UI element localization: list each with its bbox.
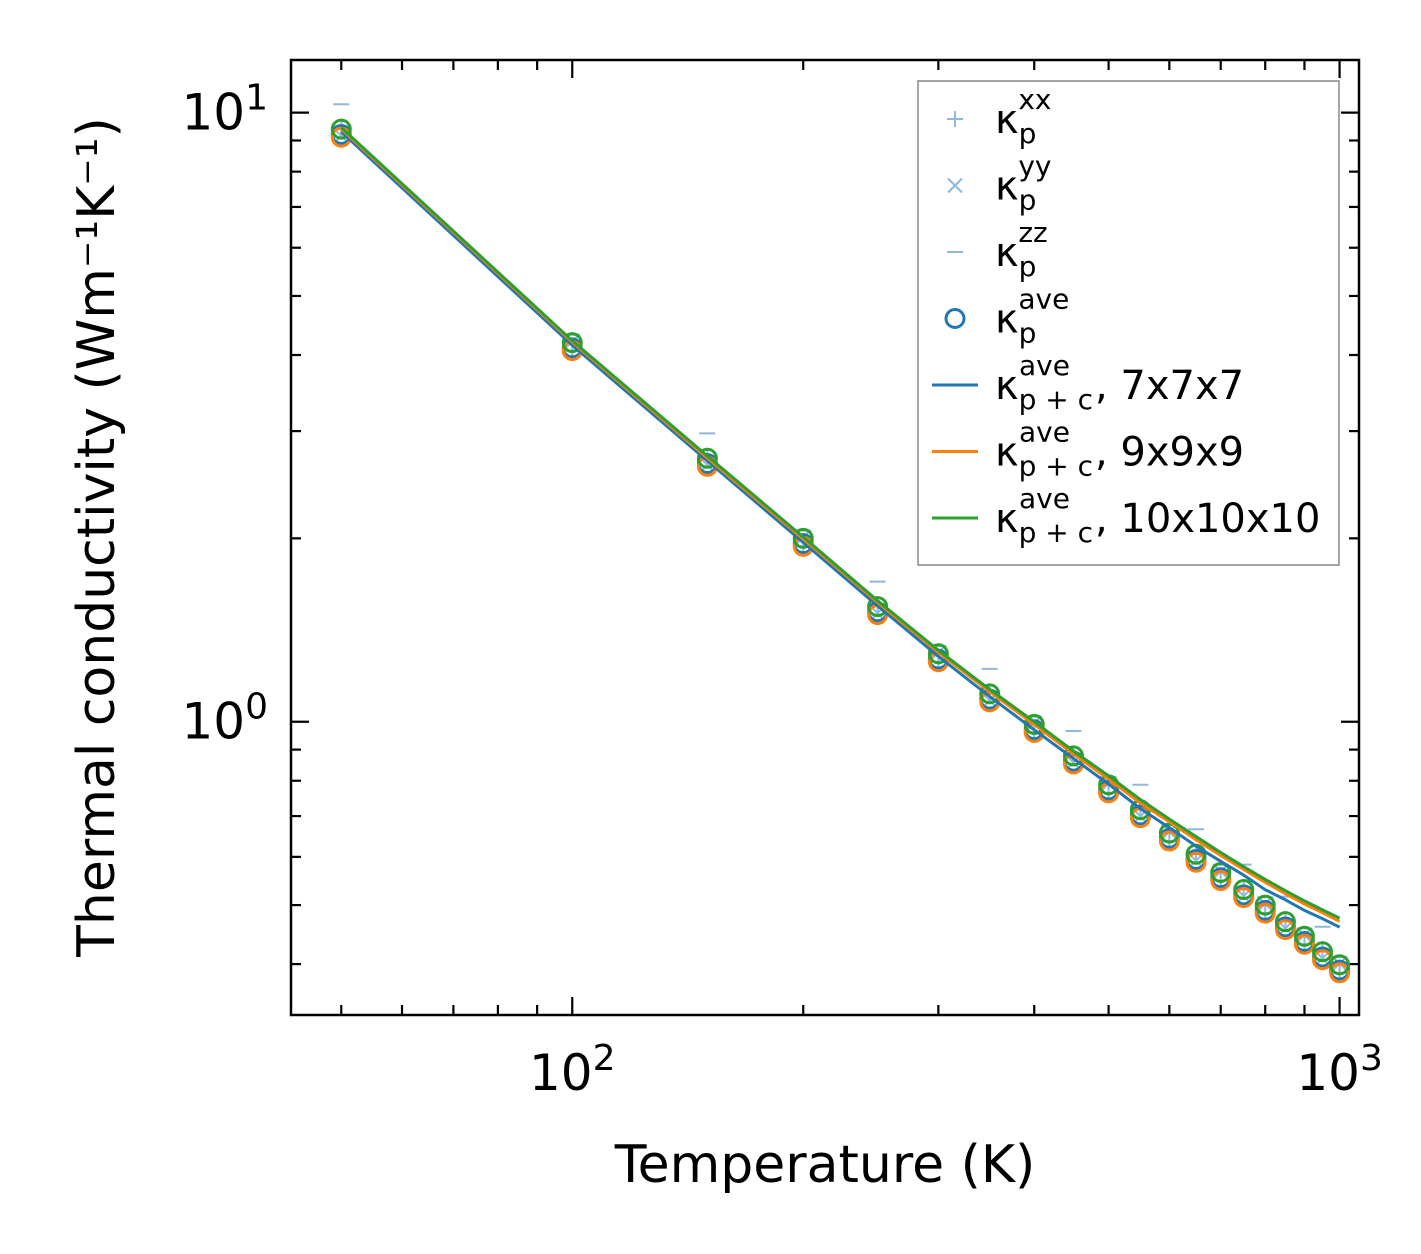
plot-frame	[289, 58, 1361, 1017]
data-point-circle	[1233, 879, 1255, 901]
data-point-circle	[1329, 954, 1351, 976]
legend-entry: κpyy	[947, 150, 1052, 217]
legend-subscript: p + c	[1019, 450, 1093, 483]
legend-box	[917, 80, 1340, 566]
legend-superscript: ave	[1019, 416, 1070, 449]
tick-label-base: 10	[1296, 1044, 1360, 1102]
legend-subscript: p + c	[1019, 516, 1093, 549]
series-line	[340, 126, 1341, 920]
data-point-circle	[1254, 894, 1276, 916]
legend-subscript: p	[1019, 117, 1037, 150]
legend-superscript: ave	[1019, 482, 1070, 515]
legend-kappa: κ	[995, 496, 1019, 542]
tick-label-exponent: 0	[245, 687, 268, 728]
series-line	[340, 130, 1341, 929]
data-point-circle	[1329, 962, 1351, 984]
legend-suffix: , 7x7x7	[1095, 363, 1244, 409]
y-tick-label: 100	[181, 687, 268, 751]
legend-superscript: yy	[1018, 150, 1051, 183]
data-point-circle	[944, 308, 966, 329]
legend-label: κp + cave , 7x7x7	[995, 349, 1244, 416]
x-tick-label: 102	[529, 1038, 616, 1102]
data-point-x	[947, 177, 963, 194]
data-point-circle	[1158, 830, 1180, 852]
legend-superscript: zz	[1018, 216, 1047, 249]
data-point-circle	[1311, 941, 1333, 963]
legend-entry: κp + cave , 10x10x10	[932, 482, 1320, 549]
plot-area	[330, 103, 1351, 984]
data-point-circle	[1210, 869, 1232, 891]
axis-ticks	[291, 60, 1359, 1015]
legend-superscript: ave	[1019, 349, 1070, 382]
data-point-circle	[927, 643, 949, 665]
legend-superscript: xx	[1018, 83, 1051, 116]
legend-suffix: , 10x10x10	[1095, 496, 1320, 542]
legend-kappa: κ	[995, 164, 1019, 210]
y-tick-label: 101	[181, 78, 268, 142]
tick-label-exponent: 1	[245, 78, 268, 119]
legend-entry: κpzz	[947, 216, 1048, 283]
data-point-circle	[1293, 933, 1315, 955]
data-point-circle	[561, 332, 583, 354]
data-point-circle	[1274, 911, 1296, 933]
legend-label: κpzz	[995, 216, 1048, 283]
tick-label-base: 10	[181, 693, 245, 751]
legend-subscript: p	[1019, 317, 1037, 350]
legend-suffix: , 9x9x9	[1095, 430, 1244, 476]
data-point-circle	[1233, 887, 1255, 909]
legend-subscript: p	[1019, 184, 1037, 217]
legend-kappa: κ	[995, 97, 1019, 143]
data-point-circle	[330, 118, 352, 140]
tick-label-exponent: 2	[593, 1038, 616, 1079]
data-point-circle	[792, 527, 814, 549]
data-point-circle	[979, 683, 1001, 705]
data-point-circle	[1254, 902, 1276, 924]
legend-label: κpave	[995, 283, 1069, 350]
legend-entry: κpxx	[947, 83, 1052, 150]
tick-label-base: 10	[181, 84, 245, 142]
legend-kappa: κ	[995, 363, 1019, 409]
legend-label: κpxx	[995, 83, 1052, 150]
data-point-circle	[696, 447, 718, 469]
tick-label-base: 10	[529, 1044, 593, 1102]
legend-kappa: κ	[995, 297, 1019, 343]
data-point-circle	[1293, 925, 1315, 947]
legend-kappa: κ	[995, 230, 1019, 276]
data-point-circle	[1210, 861, 1232, 883]
legend-entry: κp + cave , 9x9x9	[932, 416, 1244, 483]
x-tick-label: 103	[1296, 1038, 1383, 1102]
legend-entry: κp + cave , 7x7x7	[932, 349, 1244, 416]
legend-label: κp + cave , 10x10x10	[995, 482, 1320, 549]
legend-superscript: ave	[1018, 283, 1069, 316]
legend-subscript: p	[1019, 250, 1037, 283]
legend-entry: κpave	[944, 283, 1069, 350]
legend-label: κp + cave , 9x9x9	[995, 416, 1244, 483]
data-point-circle	[1185, 851, 1207, 873]
y-axis-label: Thermal conductivity (Wm⁻¹K⁻¹)	[67, 117, 127, 958]
data-point-circle	[1274, 919, 1296, 941]
tick-label-exponent: 3	[1360, 1038, 1383, 1079]
legend-subscript: p + c	[1019, 383, 1093, 416]
legend-label: κpyy	[995, 150, 1052, 217]
x-axis-label: Temperature (K)	[614, 1135, 1036, 1195]
legend-kappa: κ	[995, 430, 1019, 476]
